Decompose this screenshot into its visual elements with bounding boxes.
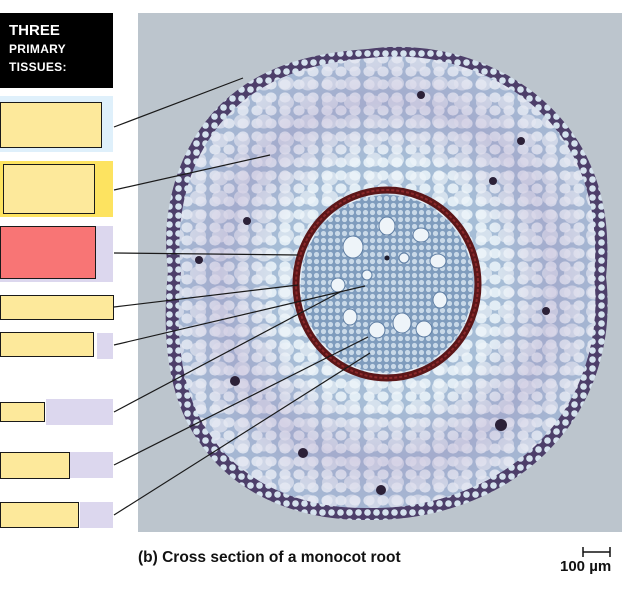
band-phloem: [70, 452, 113, 478]
leader-line-6: [113, 290, 343, 413]
title-line-3: TISSUES:: [9, 60, 67, 74]
leader-line-5: [113, 285, 366, 346]
scale-bar-label: 100 µm: [560, 558, 612, 575]
label-box-5[interactable]: [0, 332, 94, 357]
label-box-1[interactable]: [0, 102, 102, 148]
root-micrograph: [138, 13, 622, 532]
leader-line-3: [113, 252, 299, 256]
title-line-1: Three: [9, 22, 60, 39]
tissues-title: Three PRIMARY TISSUES:: [0, 13, 113, 88]
band-xylem: [46, 399, 113, 425]
leader-line-1: [113, 77, 244, 128]
leader-line-7: [113, 336, 369, 466]
label-box-6[interactable]: [0, 402, 45, 422]
micrograph-drawing: [165, 46, 608, 521]
label-box-2[interactable]: [3, 164, 95, 214]
leader-line-8: [113, 352, 371, 516]
xylem-vessels: [330, 216, 448, 339]
label-box-4[interactable]: [0, 295, 114, 320]
title-line-2: PRIMARY: [9, 42, 66, 56]
band-pith: [80, 502, 113, 528]
label-box-8[interactable]: [0, 502, 79, 528]
band-pericycle: [97, 333, 113, 359]
dark-cells: [195, 91, 550, 495]
label-box-3-highlighted[interactable]: [0, 226, 96, 279]
scale-bar: [582, 547, 611, 557]
leader-line-4: [113, 284, 299, 308]
label-box-7[interactable]: [0, 452, 70, 479]
leader-line-2: [113, 154, 271, 191]
figure-caption: (b) Cross section of a monocot root: [138, 549, 401, 566]
